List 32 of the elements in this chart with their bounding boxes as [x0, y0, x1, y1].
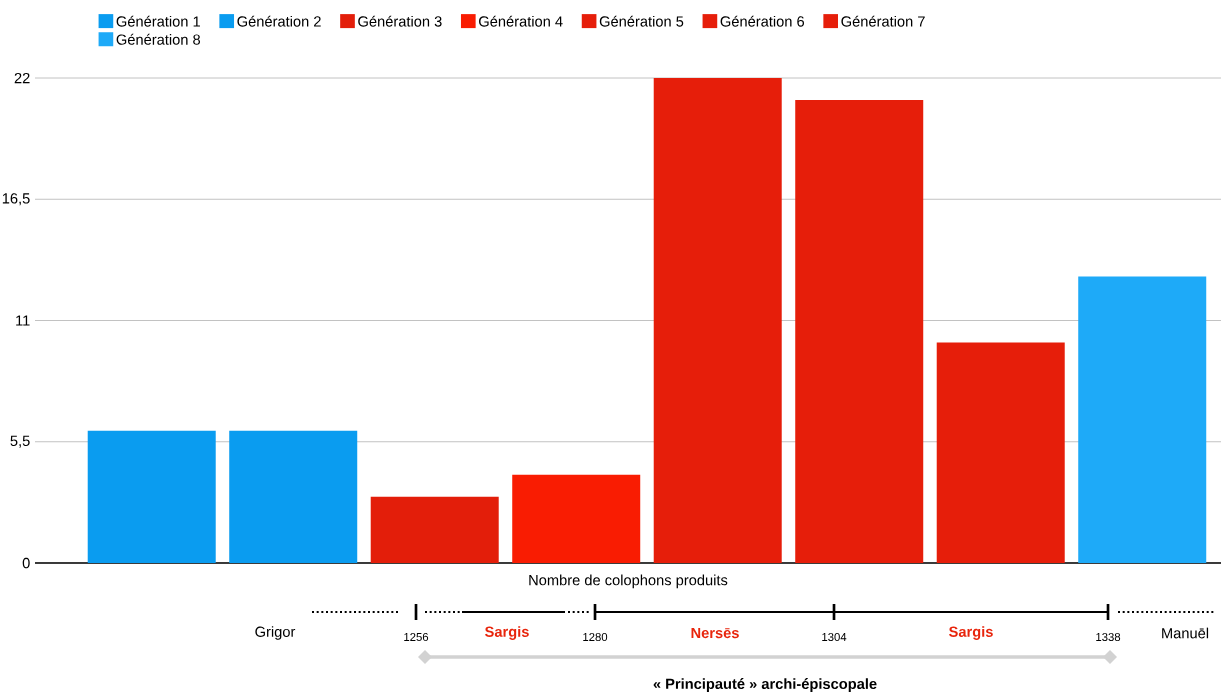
legend-label: Génération 8 [116, 33, 201, 45]
text: Sargis [485, 626, 529, 640]
text: Nersēs [691, 627, 739, 639]
y-tick-label: 5,5 [10, 435, 30, 448]
legend-label: Génération 1 [116, 15, 200, 27]
y-tick-label: 11 [16, 315, 30, 326]
text: 1256 [404, 633, 429, 642]
x-axis-title: Nombre de colophons produits [529, 574, 728, 589]
text: Manuēl [1162, 627, 1209, 639]
text: 1304 [822, 633, 847, 642]
legend-label: Génération 4 [479, 15, 563, 27]
bar [512, 474, 641, 564]
text: 1280 [583, 633, 608, 642]
legend-label: Génération 2 [237, 15, 321, 27]
text: Sargis [949, 626, 993, 640]
bar [87, 430, 216, 564]
bar [795, 100, 924, 564]
legend-label: Génération 6 [720, 15, 805, 27]
bar [653, 78, 782, 564]
text: 1338 [1096, 633, 1121, 642]
legend-label: Génération 7 [841, 15, 925, 27]
y-tick-label: 22 [14, 72, 30, 84]
legend-label: Génération 5 [599, 15, 684, 27]
y-tick-label: 16,5 [2, 193, 30, 206]
bar [370, 496, 499, 564]
text: Grigor [255, 626, 296, 640]
legend-label: Génération 3 [358, 15, 442, 27]
text: « Principauté » archi-épiscopale [653, 678, 877, 692]
bar [936, 342, 1065, 564]
bar [229, 430, 358, 564]
y-tick-label: 0 [22, 557, 30, 569]
bar [1078, 276, 1207, 564]
